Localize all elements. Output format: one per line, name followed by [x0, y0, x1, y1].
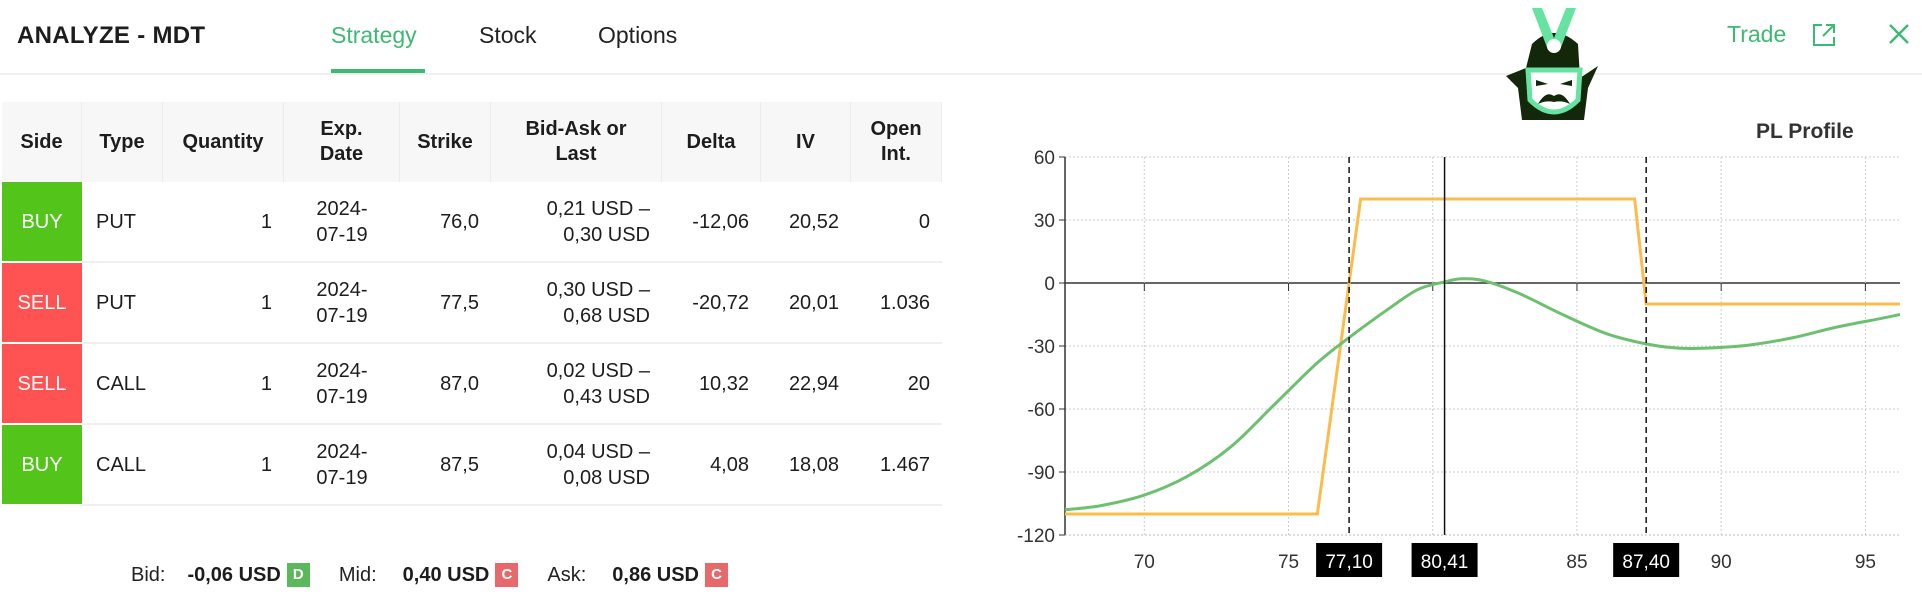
cell-type: PUT — [82, 182, 163, 263]
y-tick-label: -60 — [1028, 400, 1055, 421]
cell-quantity: 1 — [163, 263, 284, 344]
trade-button[interactable]: Trade — [1727, 21, 1787, 47]
ask-badge: C — [704, 563, 728, 587]
mid-badge: C — [495, 563, 519, 587]
cell-bid-ask: 0,04 USD – 0,08 USD — [491, 425, 662, 506]
cell-open-int: 20 — [851, 344, 942, 425]
external-link-icon[interactable] — [1811, 22, 1837, 48]
cell-iv: 20,01 — [761, 263, 851, 344]
cell-quantity: 1 — [163, 344, 284, 425]
cell-delta: -12,06 — [662, 182, 761, 263]
x-tick-label: 75 — [1278, 552, 1299, 573]
ask-value: 0,86 USD — [612, 563, 699, 586]
samurai-logo — [1506, 8, 1598, 120]
cell-delta: 4,08 — [662, 425, 761, 506]
column-header-quantity: Quantity — [163, 102, 284, 182]
pl-profile-chart[interactable]: 60 30 0 -30 -60 -90 -120 70 75 85 90 95 77,10 80,41 87… — [990, 120, 1922, 606]
marker-label: 77,10 — [1325, 552, 1373, 573]
y-tick-label: -120 — [1017, 526, 1055, 547]
marker-label-box — [1411, 543, 1478, 577]
cell-delta: -20,72 — [662, 263, 761, 344]
exp-text: 2024-07-19 — [316, 440, 368, 489]
cell-type: CALL — [82, 344, 163, 425]
column-header-type: Type — [82, 102, 163, 182]
cell-bid-ask: 0,30 USD – 0,68 USD — [491, 263, 662, 344]
close-icon[interactable] — [1887, 22, 1911, 46]
y-tick-label: 30 — [1034, 211, 1055, 232]
mid-value: 0,40 USD — [402, 563, 490, 586]
x-tick-label: 95 — [1855, 552, 1876, 573]
column-header-side: Side — [2, 102, 82, 182]
cell-side[interactable]: SELL — [2, 344, 82, 425]
cell-iv: 20,52 — [761, 182, 851, 263]
tab-stock[interactable]: Stock — [479, 22, 537, 48]
cell-side[interactable]: BUY — [2, 182, 82, 263]
cell-strike: 87,5 — [400, 425, 491, 506]
x-tick-label: 70 — [1134, 552, 1155, 573]
bid-ask-text: 0,04 USD – 0,08 USD — [546, 440, 650, 489]
column-header-iv: IV — [761, 102, 851, 182]
cell-open-int: 1.036 — [851, 263, 942, 344]
marker-label-box — [1316, 543, 1383, 577]
exp-text: 2024-07-19 — [316, 278, 368, 327]
marker-label-box — [1613, 543, 1680, 577]
current-pl-curve — [1064, 277, 1901, 512]
tab-options[interactable]: Options — [598, 22, 678, 48]
column-header-exp-date: Exp. Date — [284, 102, 400, 182]
column-header-delta: Delta — [662, 102, 761, 182]
cell-exp: 2024-07-19 — [284, 182, 400, 263]
marker-label: 87,40 — [1622, 552, 1670, 573]
active-tab-indicator — [331, 69, 425, 73]
column-header-strike: Strike — [400, 102, 491, 182]
cell-iv: 18,08 — [761, 425, 851, 506]
bid-value: -0,06 USD — [187, 563, 281, 586]
exp-text: 2024-07-19 — [316, 197, 368, 246]
chart-title: PL Profile — [1756, 120, 1854, 143]
cell-quantity: 1 — [163, 425, 284, 506]
x-tick-label: 90 — [1711, 552, 1732, 573]
cell-strike: 77,5 — [400, 263, 491, 344]
bid-badge: D — [286, 563, 310, 587]
strategy-legs-table: Side Type Quantity Exp. Date Strike Bid-… — [2, 102, 942, 506]
price-summary: Bid: -0,06 USD D Mid: 0,40 USD C Ask: 0,… — [131, 561, 728, 589]
y-tick-label: 60 — [1034, 148, 1055, 169]
bid-ask-text: 0,30 USD – 0,68 USD — [546, 278, 650, 327]
header-divider — [0, 73, 1922, 75]
cell-side[interactable]: SELL — [2, 263, 82, 344]
cell-side[interactable]: BUY — [2, 425, 82, 506]
cell-type: CALL — [82, 425, 163, 506]
column-header-bid-ask: Bid-Ask or Last — [491, 102, 662, 182]
cell-bid-ask: 0,21 USD – 0,30 USD — [491, 182, 662, 263]
cell-bid-ask: 0,02 USD – 0,43 USD — [491, 344, 662, 425]
bid-ask-text: 0,02 USD – 0,43 USD — [546, 359, 650, 408]
marker-label: 80,41 — [1421, 552, 1469, 573]
cell-iv: 22,94 — [761, 344, 851, 425]
page-title: ANALYZE - MDT — [17, 22, 206, 49]
cell-delta: 10,32 — [662, 344, 761, 425]
cell-type: PUT — [82, 263, 163, 344]
bid-ask-text: 0,21 USD – 0,30 USD — [546, 197, 650, 246]
ask-label: Ask: — [547, 563, 587, 586]
cell-strike: 87,0 — [400, 344, 491, 425]
cell-open-int: 1.467 — [851, 425, 942, 506]
bid-label: Bid: — [131, 563, 166, 586]
cell-strike: 76,0 — [400, 182, 491, 263]
tab-strategy[interactable]: Strategy — [331, 22, 417, 48]
cell-exp: 2024-07-19 — [284, 263, 400, 344]
cell-quantity: 1 — [163, 182, 284, 263]
y-tick-label: -30 — [1028, 337, 1055, 358]
x-tick-label: 85 — [1566, 552, 1587, 573]
cell-open-int: 0 — [851, 182, 942, 263]
y-tick-label: 0 — [1044, 274, 1055, 295]
expiration-pl-line — [1065, 197, 1900, 516]
cell-exp: 2024-07-19 — [284, 344, 400, 425]
mid-label: Mid: — [338, 563, 377, 586]
cell-exp: 2024-07-19 — [284, 425, 400, 506]
column-header-open-interest: Open Int. — [851, 102, 942, 182]
y-tick-label: -90 — [1028, 463, 1055, 484]
exp-text: 2024-07-19 — [316, 359, 368, 408]
